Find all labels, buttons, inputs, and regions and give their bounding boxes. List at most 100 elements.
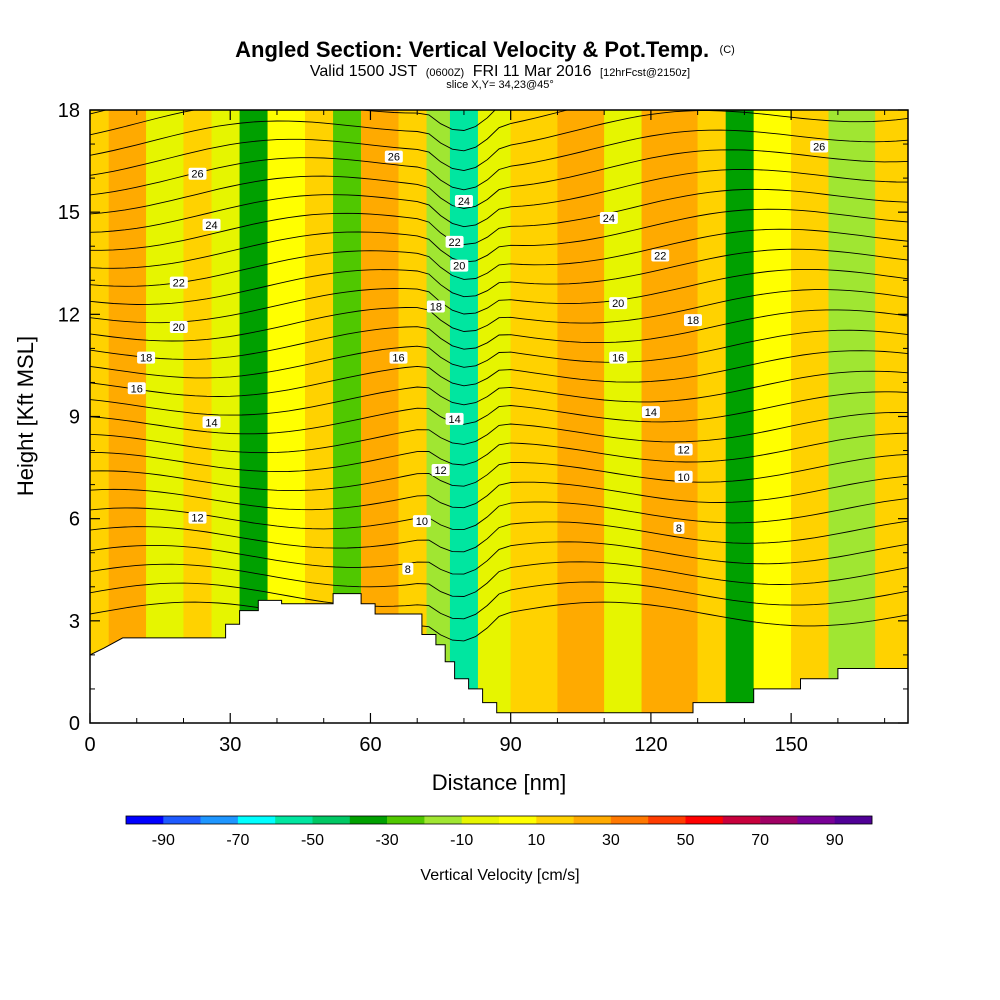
colorbar-tick-label: 30 xyxy=(602,832,620,849)
contour-label: 26 xyxy=(384,150,403,164)
velocity-band xyxy=(791,110,829,723)
isentrope-line xyxy=(90,169,908,233)
isentrope-line xyxy=(90,329,908,379)
colorbar-swatch xyxy=(387,816,425,824)
colorbar-swatch xyxy=(237,816,276,824)
velocity-band xyxy=(510,110,558,723)
contour-label-text: 12 xyxy=(678,445,690,457)
slice-info: slice X,Y= 34,23@45° xyxy=(446,79,554,91)
colorbar-tick-label: 50 xyxy=(677,832,695,849)
contour-label-text: 14 xyxy=(645,407,657,419)
colorbar-swatch xyxy=(797,816,835,824)
colorbar-tick-label: -90 xyxy=(152,832,175,849)
x-axis: 0 30 60 90 120 150 xyxy=(84,110,886,756)
contour-label: 22 xyxy=(169,276,188,290)
isentrope-line xyxy=(90,208,908,269)
contour-label: 20 xyxy=(609,297,628,310)
contour-label: 10 xyxy=(674,470,693,484)
x-tick-label: 30 xyxy=(219,734,241,756)
isentrope-line xyxy=(90,520,908,553)
colorbar-tick-label: 90 xyxy=(826,832,844,849)
contour-label-text: 16 xyxy=(612,353,624,365)
isentrope-line xyxy=(90,129,908,196)
contour-label: 20 xyxy=(450,259,469,273)
colorbar: -90 -70 -50 -30 -10 10 30 50 70 90 xyxy=(125,815,873,849)
colorbar-tick-label: -30 xyxy=(376,832,399,849)
velocity-band xyxy=(725,110,754,723)
isentrope-line xyxy=(90,391,908,435)
contour-label-text: 26 xyxy=(191,169,203,181)
isentrope-line xyxy=(90,497,908,531)
isentrope-line xyxy=(90,453,908,492)
colorbar-swatch xyxy=(275,816,313,824)
contour-label: 24 xyxy=(202,218,221,232)
contour-label-text: 20 xyxy=(612,298,624,310)
isentrope-line xyxy=(90,432,908,473)
contour-label: 24 xyxy=(454,194,473,208)
x-tick-label: 150 xyxy=(774,734,807,756)
contour-label-text: 14 xyxy=(205,417,217,429)
contour-label-text: 24 xyxy=(603,213,615,225)
contour-label-text: 18 xyxy=(140,353,152,365)
contour-label-text: 16 xyxy=(392,353,404,365)
contour-label: 18 xyxy=(426,300,445,314)
isentrope-line xyxy=(90,412,908,454)
contour-label: 12 xyxy=(431,463,450,477)
velocity-band xyxy=(557,110,605,723)
velocity-band xyxy=(426,110,450,723)
x-tick-label: 120 xyxy=(634,734,667,756)
contour-label: 20 xyxy=(169,320,188,334)
colorbar-swatch xyxy=(499,816,537,824)
colorbar-swatch xyxy=(349,816,388,824)
y-axis-title: Height [Kft MSL] xyxy=(13,336,38,496)
velocity-band xyxy=(753,110,792,723)
isentrope-line xyxy=(90,350,908,397)
colorbar-swatch xyxy=(312,816,351,824)
colorbar-tick-label: 10 xyxy=(527,832,545,849)
isentrope-line xyxy=(90,149,908,215)
contour-label: 16 xyxy=(609,351,628,365)
velocity-band xyxy=(146,110,184,723)
contour-label-text: 26 xyxy=(813,141,825,153)
contour-label-text: 24 xyxy=(205,220,217,232)
contour-label-text: 20 xyxy=(453,261,465,273)
chart-subtitle: Valid 1500 JST (0600Z) FRI 11 Mar 2016 [… xyxy=(310,63,690,80)
contour-label-text: 10 xyxy=(416,516,428,528)
colorbar-frame xyxy=(125,815,873,825)
isentrope-line xyxy=(90,541,908,575)
contour-label-text: 12 xyxy=(434,465,446,477)
isentrope-line xyxy=(90,475,908,511)
y-tick-label: 15 xyxy=(58,202,80,224)
isentrope-line xyxy=(90,561,908,597)
contour-label-text: 16 xyxy=(131,383,143,395)
colorbar-title: Vertical Velocity [cm/s] xyxy=(420,867,579,884)
chart-title: Angled Section: Vertical Velocity & Pot.… xyxy=(235,37,735,62)
contour-label-text: 24 xyxy=(458,196,470,208)
contour-label: 14 xyxy=(202,416,221,429)
contour-label: 26 xyxy=(810,140,829,153)
theta-contour-labels: 26 26 26 24 24 24 22 22 22 20 20 20 18 18 18 16 16 16 14 14… xyxy=(127,140,829,576)
velocity-band xyxy=(604,110,642,723)
isentrope-line xyxy=(90,268,908,324)
contour-label-text: 12 xyxy=(191,513,203,525)
isentrope-line xyxy=(90,309,908,360)
isentrope-line xyxy=(90,581,908,620)
contour-label: 22 xyxy=(651,249,670,262)
y-tick-label: 0 xyxy=(69,713,80,735)
colorbar-swatch xyxy=(648,816,686,824)
y-axis: 0 3 6 9 12 15 18 xyxy=(58,100,908,735)
colorbar-tick-label: -70 xyxy=(226,832,249,849)
contour-label-text: 26 xyxy=(388,152,400,164)
isentrope-line xyxy=(90,110,569,156)
colorbar-swatch xyxy=(722,816,761,824)
contour-label: 16 xyxy=(127,382,146,395)
contour-label: 12 xyxy=(674,443,693,457)
theta-contours xyxy=(90,110,908,642)
colorbar-swatch xyxy=(200,816,239,824)
title-units: (C) xyxy=(720,44,735,56)
y-tick-label: 12 xyxy=(58,304,80,326)
colorbar-swatch xyxy=(461,816,500,824)
colorbar-swatch xyxy=(610,816,649,824)
contour-label-text: 22 xyxy=(654,250,666,262)
